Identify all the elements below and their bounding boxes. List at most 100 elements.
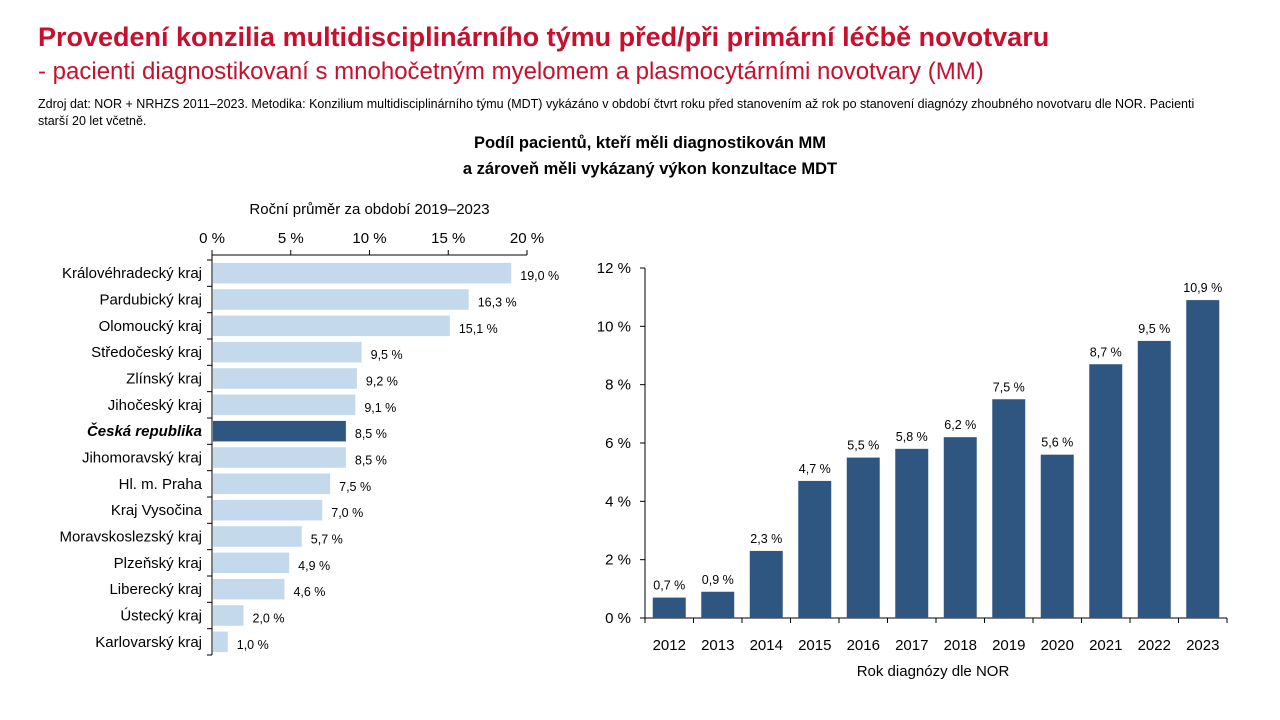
hbar-data-label: 1,0 %: [237, 638, 269, 652]
hbar-bar: [213, 631, 228, 653]
hbar-data-label: 8,5 %: [355, 427, 387, 441]
vbar-bar: [798, 480, 832, 618]
vbar-data-label: 7,5 %: [993, 380, 1025, 394]
vbar-x-tick-label: 2020: [1041, 637, 1074, 654]
vbar-data-label: 2,3 %: [750, 532, 782, 546]
hbar-data-label: 19,0 %: [520, 269, 559, 283]
vbar-x-tick-label: 2013: [701, 637, 734, 654]
hbar-title: Roční průměr za období 2019–2023: [249, 201, 489, 218]
vbar-x-axis-title: Rok diagnózy dle NOR: [857, 663, 1010, 680]
vbar-data-label: 4,7 %: [799, 462, 831, 476]
vbar-y-tick-label: 6 %: [605, 435, 631, 452]
vbar-bar: [895, 448, 929, 618]
vbar-data-label: 0,9 %: [702, 573, 734, 587]
vbar-data-label: 10,9 %: [1183, 281, 1222, 295]
hbar-category-label: Kraj Vysočina: [111, 502, 203, 519]
hbar-data-label: 9,1 %: [364, 401, 396, 415]
vbar-data-label: 5,5 %: [847, 439, 879, 453]
hbar-data-label: 7,0 %: [331, 506, 363, 520]
vbar-x-tick-label: 2012: [653, 637, 686, 654]
source-note: Zdroj dat: NOR + NRHZS 2011–2023. Metodi…: [38, 97, 1195, 128]
vbar-x-tick-label: 2021: [1089, 637, 1122, 654]
page-title: Provedení konzilia multidisciplinárního …: [38, 22, 1050, 52]
hbar-category-label: Karlovarský kraj: [95, 634, 202, 651]
vbar-x-tick-label: 2019: [992, 637, 1025, 654]
vbar-data-label: 9,5 %: [1138, 322, 1170, 336]
vbar-x-tick-label: 2022: [1138, 637, 1171, 654]
vbar-bar: [1040, 454, 1074, 618]
hbar-bar: [213, 420, 346, 442]
vbar-bar: [1137, 340, 1171, 618]
hbar-bar: [213, 526, 302, 547]
vbar-bar: [1089, 364, 1123, 618]
hbar-category-label: Česká republika: [87, 422, 202, 440]
vbar-data-label: 6,2 %: [944, 418, 976, 432]
hbar-category-label: Středočeský kraj: [91, 344, 202, 361]
vbar-bar: [1186, 300, 1220, 618]
vbar-data-label: 5,8 %: [896, 430, 928, 444]
vbar-bar: [652, 597, 686, 618]
vbar-y-tick-label: 0 %: [605, 610, 631, 627]
hbar-data-label: 5,7 %: [311, 533, 343, 547]
hbar-data-label: 2,0 %: [253, 612, 285, 626]
vbar-x-tick-label: 2014: [750, 637, 783, 654]
hbar-data-label: 16,3 %: [478, 296, 517, 310]
hbar-bar: [213, 315, 450, 337]
hbar-bar: [213, 289, 469, 310]
vbar-bar: [992, 399, 1026, 618]
vbar-x-tick-label: 2016: [847, 637, 880, 654]
vbar-bar: [846, 457, 880, 618]
hbar-bar: [213, 473, 331, 495]
hbar-category-label: Liberecký kraj: [109, 581, 202, 598]
vbar-bar: [701, 591, 735, 618]
hbar-bar: [213, 605, 244, 626]
hbar-category-label: Hl. m. Praha: [119, 476, 203, 493]
vbar-bar: [749, 550, 783, 618]
hbar-bar: [213, 578, 285, 600]
hbar-category-label: Moravskoslezský kraj: [59, 529, 202, 546]
hbar-bar: [213, 447, 346, 468]
hbar-category-label: Plzeňský kraj: [114, 555, 202, 572]
hbar-category-label: Jihomoravský kraj: [82, 450, 202, 467]
vbar-data-label: 8,7 %: [1090, 345, 1122, 359]
hbar-data-label: 15,1 %: [459, 322, 498, 336]
hbar-bar: [213, 368, 357, 389]
chart-heading-line2: a zároveň měli vykázaný výkon konzultace…: [462, 160, 838, 178]
vbar-x-tick-label: 2018: [944, 637, 977, 654]
hbar-data-label: 7,5 %: [339, 480, 371, 494]
vbar-y-tick-label: 2 %: [605, 552, 631, 569]
hbar-category-label: Olomoucký kraj: [99, 318, 202, 335]
hbar-x-tick-label: 5 %: [278, 230, 304, 247]
hbar-data-label: 8,5 %: [355, 454, 387, 468]
hbar-x-tick-label: 10 %: [352, 230, 386, 247]
hbar-category-label: Pardubický kraj: [99, 292, 202, 309]
hbar-bar: [213, 552, 290, 574]
vbar-y-tick-label: 4 %: [605, 493, 631, 510]
hbar-x-tick-label: 20 %: [510, 230, 544, 247]
vbar-data-label: 0,7 %: [653, 579, 685, 593]
hbar-data-label: 9,5 %: [371, 348, 403, 362]
vbar-y-tick-label: 10 %: [597, 318, 631, 335]
hbar-bar: [213, 394, 356, 416]
hbar-data-label: 9,2 %: [366, 375, 398, 389]
vbar-x-tick-label: 2015: [798, 637, 831, 654]
hbar-bar: [213, 341, 362, 363]
vbar-y-tick-label: 8 %: [605, 377, 631, 394]
hbar-bar: [213, 499, 323, 521]
hbar-category-label: Královéhradecký kraj: [62, 265, 202, 282]
hbar-x-tick-label: 15 %: [431, 230, 465, 247]
hbar-category-label: Ústecký kraj: [120, 608, 202, 625]
vbar-y-tick-label: 12 %: [597, 260, 631, 277]
hbar-data-label: 4,6 %: [293, 585, 325, 599]
hbar-category-label: Jihočeský kraj: [108, 397, 202, 414]
page-subtitle: - pacienti diagnostikovaní s mnohočetným…: [38, 58, 984, 85]
vbar-data-label: 5,6 %: [1041, 436, 1073, 450]
hbar-data-label: 4,9 %: [298, 559, 330, 573]
vbar-x-tick-label: 2017: [895, 637, 928, 654]
vbar-bar: [943, 437, 977, 618]
chart-heading-line1: Podíl pacientů, kteří měli diagnostiková…: [473, 134, 827, 152]
hbar-bar: [213, 262, 512, 284]
hbar-category-label: Zlínský kraj: [126, 371, 202, 388]
